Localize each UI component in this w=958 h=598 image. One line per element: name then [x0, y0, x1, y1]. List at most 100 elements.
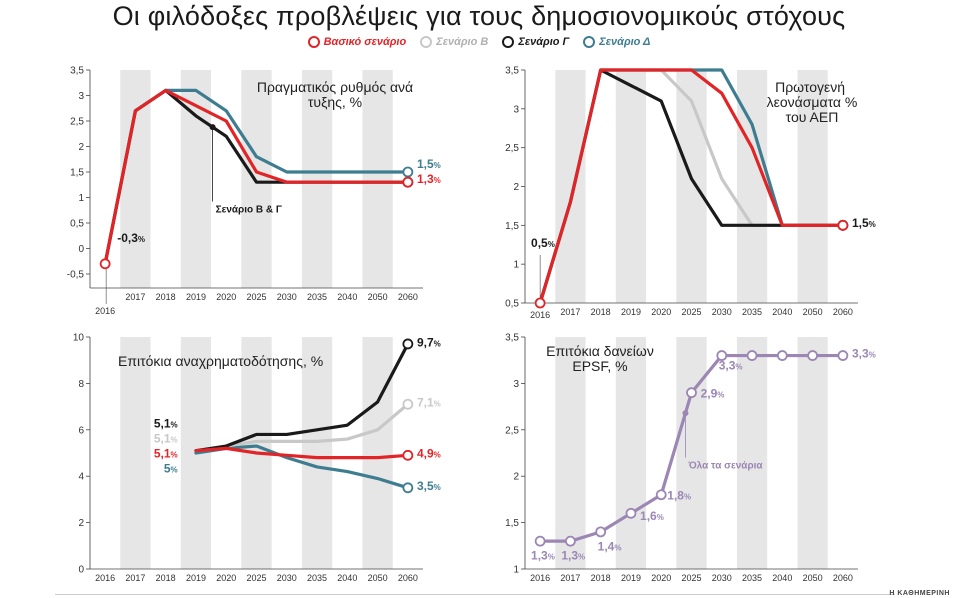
data-point	[534, 535, 546, 547]
data-label-unit: %	[434, 339, 441, 348]
start-marker	[534, 297, 546, 309]
credit: Η ΚΑΘΗΜΕΡΙΝΗ	[889, 590, 950, 597]
y-tick-label: -0,5	[67, 270, 85, 281]
data-label: 5,1%	[154, 416, 178, 430]
legend: Βασικό σενάριο Σενάριο Β Σενάριο Γ Σενάριο …	[0, 36, 958, 48]
x-tick-label: 2060	[398, 573, 418, 583]
legend-entry: Σενάριο Β	[420, 36, 488, 48]
band	[615, 70, 647, 303]
y-tick-label: 1	[78, 193, 84, 204]
data-label: 5%	[164, 462, 178, 476]
x-tick-label: 2019	[186, 573, 206, 583]
data-point	[625, 507, 637, 519]
legend-label: Βασικό σενάριο	[323, 36, 407, 48]
data-label-unit: %	[434, 483, 441, 492]
y-tick-label: 3	[78, 91, 84, 102]
y-tick-label: 0,5	[70, 219, 84, 230]
x-tick-label: 2020	[651, 573, 671, 583]
band	[615, 337, 647, 569]
data-label-unit: %	[171, 436, 178, 445]
band	[676, 337, 707, 569]
band	[362, 70, 393, 288]
data-label-value: 3,3	[719, 358, 736, 372]
y-tick-label: 3,5	[505, 66, 519, 77]
data-label-value: -0,3	[117, 231, 138, 245]
start-marker	[99, 258, 111, 270]
series-line	[103, 88, 410, 266]
x-tick-label: 2030	[712, 573, 732, 583]
y-tick-label: 3,5	[505, 333, 519, 344]
band	[301, 70, 333, 288]
footer-rule	[55, 594, 895, 595]
data-label-unit: %	[171, 466, 178, 475]
data-label-unit: %	[138, 235, 145, 244]
data-label: 1,6%	[640, 509, 664, 523]
x-tick-label: 2060	[833, 307, 853, 317]
data-label-value: 1,6	[640, 509, 657, 523]
data-label-unit: %	[717, 390, 724, 399]
chart-title-line: λεονάσματα %	[767, 94, 858, 110]
chart-panel: -0,5 0 0,5 1 1,5 2 2,5 3 3,5 2016 2017 2018 2019 2020…	[67, 66, 441, 317]
chart-title-line: Επιτόκια αναχρηματοδότησης, %	[118, 353, 323, 369]
data-label-value: 1,5	[417, 157, 434, 171]
band	[797, 70, 828, 303]
y-tick-label: 4	[78, 472, 84, 483]
chart-title: Επιτόκια αναχρηματοδότησης, %	[118, 353, 323, 369]
band	[797, 337, 828, 569]
x-tick-label: 2016	[95, 573, 115, 583]
x-tick-label: 2019	[621, 307, 641, 317]
band	[555, 337, 586, 569]
data-label: 5,1%	[154, 432, 178, 446]
data-label-value: 1,3	[417, 172, 434, 186]
y-tick-label: 3	[513, 104, 519, 115]
data-label-value: 1,3	[531, 549, 548, 563]
chart-title-line: Πραγματικός ρυθμός ανά	[257, 79, 413, 95]
x-tick-label: 2060	[398, 292, 418, 302]
data-label-value: 1,5	[852, 216, 869, 230]
data-point	[776, 350, 788, 361]
data-label-unit: %	[548, 240, 555, 249]
data-label-value: 5	[164, 462, 171, 476]
x-tick-label: 2017	[125, 573, 145, 583]
x-tick-label: 2019	[186, 292, 206, 302]
legend-marker-icon	[420, 36, 433, 48]
y-tick-label: 2	[78, 142, 84, 153]
y-tick-label: 0,5	[505, 299, 519, 310]
x-tick-label: 2035	[307, 573, 327, 583]
data-label-unit: %	[548, 553, 555, 562]
band	[120, 337, 151, 569]
band	[120, 70, 151, 288]
data-label: 1,3%	[561, 549, 585, 563]
data-label-value: 5,1	[154, 432, 171, 446]
data-label-value: 1,8	[667, 488, 684, 502]
y-tick-label: 1	[513, 565, 519, 576]
data-label: 2,9%	[701, 386, 725, 400]
data-point	[746, 350, 758, 361]
x-tick-label: 2030	[277, 573, 297, 583]
data-label: 9,7%	[417, 335, 441, 349]
y-tick-label: 2,5	[505, 425, 519, 436]
x-tick-label: 2017	[125, 292, 145, 302]
y-tick-label: 0	[78, 565, 84, 576]
y-tick-label: 2,5	[70, 117, 84, 128]
end-marker	[402, 176, 414, 188]
y-tick-label: 1,5	[70, 168, 84, 179]
x-tick-label: 2016	[530, 573, 550, 583]
y-tick-label: 3,5	[70, 66, 84, 77]
x-tick-label: 2035	[307, 292, 327, 302]
chart-title-line: Πρωτογενή	[775, 79, 849, 95]
x-tick-label: 2030	[712, 307, 732, 317]
x-tick-label: 2040	[337, 573, 357, 583]
data-label-value: 3,5	[417, 479, 434, 493]
x-tick-label: 2020	[651, 307, 671, 317]
y-tick-label: 1,5	[505, 518, 519, 529]
y-tick-label: 2	[78, 518, 84, 529]
data-label: 1,4%	[598, 539, 622, 553]
data-point	[837, 350, 849, 361]
x-tick-label: 2025	[681, 573, 701, 583]
y-tick-label: 8	[78, 379, 84, 390]
data-label-value: 4,9	[417, 447, 434, 461]
data-point	[716, 350, 728, 361]
data-label-value: 0,5	[531, 236, 548, 250]
